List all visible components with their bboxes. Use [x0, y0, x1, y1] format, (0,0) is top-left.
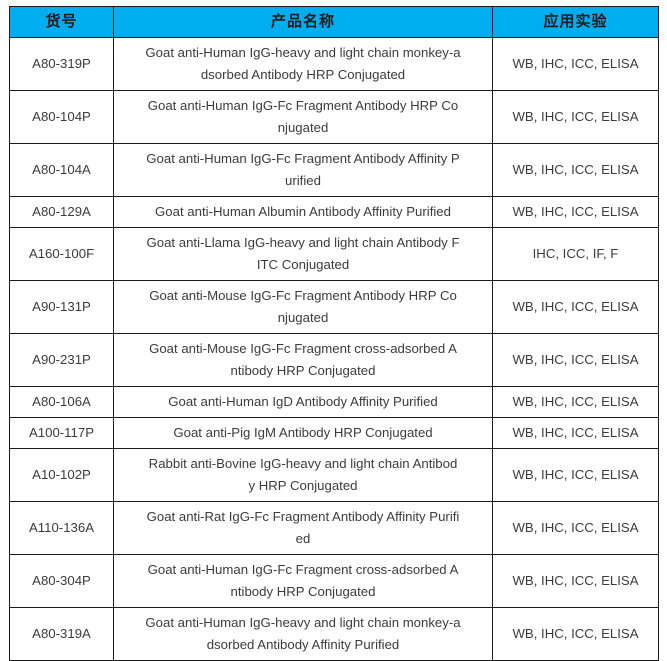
cell-application: WB, IHC, ICC, ELISA [492, 501, 659, 555]
cell-product-name: Goat anti-Human IgG-Fc Fragment Antibody… [113, 143, 493, 197]
cell-product-name: Goat anti-Human IgG-heavy and light chai… [113, 607, 493, 661]
cell-catalog-number: A80-319A [9, 607, 114, 661]
cell-product-name: Goat anti-Mouse IgG-Fc Fragment Antibody… [113, 280, 493, 334]
cell-product-name: Goat anti-Human IgD Antibody Affinity Pu… [113, 386, 493, 418]
cell-application: WB, IHC, ICC, ELISA [492, 90, 659, 144]
table-row: A80-104P Goat anti-Human IgG-Fc Fragment … [9, 90, 659, 144]
cell-product-name: Rabbit anti-Bovine IgG-heavy and light c… [113, 448, 493, 502]
cell-application: IHC, ICC, IF, F [492, 227, 659, 281]
product-name-line: y HRP Conjugated [248, 478, 358, 493]
product-name-line: Goat anti-Mouse IgG-Fc Fragment Antibody… [149, 288, 457, 303]
product-name-line: Goat anti-Human IgG-Fc Fragment Antibody… [147, 98, 459, 113]
column-header-application: 应用实验 [492, 6, 659, 38]
product-name-line: Rabbit anti-Bovine IgG-heavy and light c… [148, 456, 458, 471]
table-row: A80-106A Goat anti-Human IgD Antibody Aff… [9, 386, 659, 418]
product-name-line: Goat anti-Human IgG-Fc Fragment cross-ad… [147, 562, 459, 577]
table-row: A80-319P Goat anti-Human IgG-heavy and li… [9, 37, 659, 91]
cell-product-name: Goat anti-Human IgG-Fc Fragment Antibody… [113, 90, 493, 144]
table-header-row: 货号 产品名称 应用实验 [9, 6, 659, 38]
product-name-line: ntibody HRP Conjugated [230, 584, 376, 599]
product-name-line: dsorbed Antibody Affinity Purified [206, 637, 400, 652]
product-name-line: Goat anti-Human IgD Antibody Affinity Pu… [168, 394, 438, 409]
product-name-line: njugated [277, 120, 329, 135]
product-name-line: Goat anti-Human IgG-Fc Fragment Antibody… [146, 151, 460, 166]
cell-catalog-number: A10-102P [9, 448, 114, 502]
cell-application: WB, IHC, ICC, ELISA [492, 607, 659, 661]
table-row: A100-117P Goat anti-Pig IgM Antibody HRP … [9, 417, 659, 449]
cell-application: WB, IHC, ICC, ELISA [492, 280, 659, 334]
product-name-line: ed [295, 531, 311, 546]
cell-catalog-number: A80-304P [9, 554, 114, 608]
cell-application: WB, IHC, ICC, ELISA [492, 386, 659, 418]
cell-application: WB, IHC, ICC, ELISA [492, 554, 659, 608]
table-row: A10-102P Rabbit anti-Bovine IgG-heavy and… [9, 448, 659, 502]
product-name-line: Goat anti-Human Albumin Antibody Affinit… [155, 204, 451, 219]
table-row: A90-231P Goat anti-Mouse IgG-Fc Fragment … [9, 333, 659, 387]
cell-product-name: Goat anti-Mouse IgG-Fc Fragment cross-ad… [113, 333, 493, 387]
cell-application: WB, IHC, ICC, ELISA [492, 196, 659, 228]
cell-product-name: Goat anti-Llama IgG-heavy and light chai… [113, 227, 493, 281]
cell-application: WB, IHC, ICC, ELISA [492, 333, 659, 387]
column-header-product-name: 产品名称 [113, 6, 493, 38]
table-row: A110-136A Goat anti-Rat IgG-Fc Fragment A… [9, 501, 659, 555]
table-row: A80-319A Goat anti-Human IgG-heavy and li… [9, 607, 659, 661]
cell-catalog-number: A160-100F [9, 227, 114, 281]
cell-product-name: Goat anti-Human IgG-heavy and light chai… [113, 37, 493, 91]
cell-catalog-number: A90-231P [9, 333, 114, 387]
table-row: A90-131P Goat anti-Mouse IgG-Fc Fragment … [9, 280, 659, 334]
table-row: A80-129A Goat anti-Human Albumin Antibody… [9, 196, 659, 228]
cell-application: WB, IHC, ICC, ELISA [492, 143, 659, 197]
table-row: A160-100F Goat anti-Llama IgG-heavy and l… [9, 227, 659, 281]
product-name-line: njugated [277, 310, 329, 325]
cell-catalog-number: A80-106A [9, 386, 114, 418]
product-name-line: Goat anti-Rat IgG-Fc Fragment Antibody A… [146, 509, 460, 524]
cell-product-name: Goat anti-Human Albumin Antibody Affinit… [113, 196, 493, 228]
product-name-line: Goat anti-Llama IgG-heavy and light chai… [146, 235, 460, 250]
cell-product-name: Goat anti-Rat IgG-Fc Fragment Antibody A… [113, 501, 493, 555]
product-name-line: Goat anti-Mouse IgG-Fc Fragment cross-ad… [149, 341, 457, 356]
table-header: 货号 产品名称 应用实验 [9, 6, 659, 38]
product-table-container: 货号 产品名称 应用实验 A80-319P Goat anti-Human IgG… [9, 6, 659, 661]
cell-application: WB, IHC, ICC, ELISA [492, 417, 659, 449]
cell-catalog-number: A110-136A [9, 501, 114, 555]
cell-application: WB, IHC, ICC, ELISA [492, 37, 659, 91]
product-name-line: urified [285, 173, 321, 188]
product-name-line: Goat anti-Pig IgM Antibody HRP Conjugate… [173, 425, 433, 440]
cell-catalog-number: A100-117P [9, 417, 114, 449]
table-row: A80-104A Goat anti-Human IgG-Fc Fragment … [9, 143, 659, 197]
cell-product-name: Goat anti-Human IgG-Fc Fragment cross-ad… [113, 554, 493, 608]
column-header-catalog: 货号 [9, 6, 114, 38]
cell-product-name: Goat anti-Pig IgM Antibody HRP Conjugate… [113, 417, 493, 449]
table-row: A80-304P Goat anti-Human IgG-Fc Fragment … [9, 554, 659, 608]
cell-catalog-number: A80-104P [9, 90, 114, 144]
product-name-line: ITC Conjugated [256, 257, 350, 272]
cell-application: WB, IHC, ICC, ELISA [492, 448, 659, 502]
product-name-line: ntibody HRP Conjugated [230, 363, 376, 378]
product-table: 货号 产品名称 应用实验 A80-319P Goat anti-Human IgG… [9, 6, 659, 661]
cell-catalog-number: A80-319P [9, 37, 114, 91]
cell-catalog-number: A90-131P [9, 280, 114, 334]
cell-catalog-number: A80-104A [9, 143, 114, 197]
product-name-line: Goat anti-Human IgG-heavy and light chai… [145, 615, 461, 630]
cell-catalog-number: A80-129A [9, 196, 114, 228]
table-body: A80-319P Goat anti-Human IgG-heavy and li… [9, 37, 659, 661]
product-name-line: Goat anti-Human IgG-heavy and light chai… [145, 45, 461, 60]
product-name-line: dsorbed Antibody HRP Conjugated [200, 67, 406, 82]
